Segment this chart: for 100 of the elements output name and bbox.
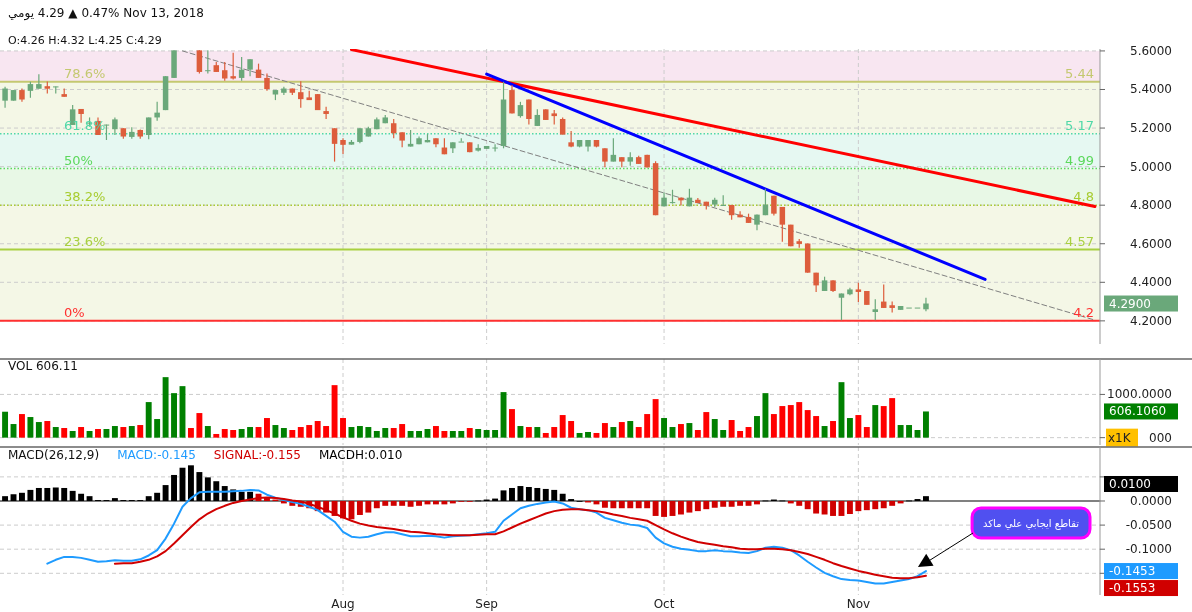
bar	[306, 425, 313, 438]
bar	[187, 465, 194, 501]
bar	[813, 416, 820, 438]
text: MACDH:0.010	[318, 448, 403, 462]
bar	[517, 426, 524, 438]
candlestick	[323, 106, 329, 120]
bar	[187, 428, 194, 438]
bar	[390, 428, 397, 438]
bar	[855, 500, 862, 512]
bar	[373, 431, 380, 438]
bar	[382, 500, 389, 506]
line-series	[46, 488, 927, 585]
text: -0.1453	[1109, 564, 1156, 579]
bar	[27, 417, 34, 438]
text: 606.1060	[1109, 404, 1167, 419]
y-tick-label: 5.2000	[1130, 121, 1172, 136]
bar	[754, 500, 760, 505]
bar	[373, 500, 380, 509]
chart-title: VOL 606.11	[8, 359, 78, 373]
candlestick	[492, 143, 498, 153]
bar	[399, 424, 406, 438]
chart-title: MACD(26,12,9)	[8, 448, 100, 462]
y-tick-label: 5.6000	[1130, 43, 1172, 58]
bar	[652, 399, 659, 438]
bar	[804, 500, 811, 510]
candlestick	[298, 80, 304, 109]
bar	[652, 500, 659, 516]
bar	[247, 427, 254, 438]
bar	[213, 481, 220, 501]
bar	[27, 489, 34, 501]
ref-line-label: 4.2	[1073, 304, 1094, 320]
bar	[889, 398, 896, 438]
chart-subtitle: O:4.26 H:4.32 L:4.25 C:4.29	[8, 34, 162, 47]
bar	[686, 500, 693, 513]
bar	[754, 416, 760, 438]
bar	[686, 423, 693, 438]
bar	[323, 426, 330, 438]
bar	[644, 414, 651, 438]
bar	[601, 423, 608, 438]
x-tick-label: Aug	[331, 597, 355, 611]
x-tick-label: Nov	[846, 597, 871, 611]
annotation: 38.2%	[64, 189, 106, 205]
bar	[331, 385, 338, 438]
bar	[787, 405, 794, 438]
bar	[534, 487, 541, 501]
bar	[458, 431, 465, 438]
ref-line-label: 4.99	[1065, 152, 1094, 168]
bar	[196, 413, 203, 438]
bar	[69, 431, 76, 438]
y-tick-label: 000	[1149, 430, 1172, 445]
bar	[661, 418, 668, 438]
bar	[35, 487, 42, 501]
bar	[923, 411, 929, 438]
bar	[872, 500, 879, 510]
bar	[171, 393, 177, 438]
candlestick	[154, 101, 160, 122]
bar	[137, 425, 144, 438]
bar	[610, 500, 617, 509]
bar	[821, 500, 828, 515]
candlestick	[923, 297, 929, 312]
bar	[906, 425, 913, 438]
bar	[154, 419, 161, 438]
bar	[711, 500, 718, 508]
bar	[661, 500, 668, 517]
bar	[204, 477, 211, 501]
bar	[559, 493, 566, 501]
y-tick-label: 4.2000	[1130, 313, 1172, 328]
bar	[889, 500, 896, 506]
bar	[897, 425, 904, 438]
bar	[289, 430, 296, 438]
bar	[297, 427, 304, 438]
ref-line-label: 5.44	[1065, 65, 1094, 81]
bar	[356, 500, 363, 515]
bar	[69, 490, 76, 501]
bar	[407, 500, 414, 507]
bar	[449, 431, 456, 438]
bar	[441, 500, 448, 505]
bar	[432, 426, 439, 438]
bar	[635, 427, 642, 438]
candlestick	[610, 137, 617, 163]
text: MACD:-0.145	[117, 448, 196, 462]
bar	[846, 418, 853, 438]
bar	[2, 411, 9, 438]
bar	[19, 492, 25, 501]
bar	[720, 430, 727, 438]
bar	[551, 427, 558, 438]
bar	[923, 496, 929, 501]
bar	[880, 406, 887, 438]
bar	[213, 433, 220, 438]
bar	[796, 500, 803, 506]
bar	[509, 409, 515, 438]
bar	[796, 402, 803, 438]
bar	[221, 429, 228, 438]
candlestick	[458, 137, 465, 143]
y-tick-label: -0.1000	[1125, 542, 1172, 557]
bar	[314, 421, 321, 438]
bar	[525, 427, 532, 438]
y-tick-label: 4.8000	[1130, 198, 1172, 213]
bar	[576, 432, 583, 438]
bar	[390, 500, 397, 506]
